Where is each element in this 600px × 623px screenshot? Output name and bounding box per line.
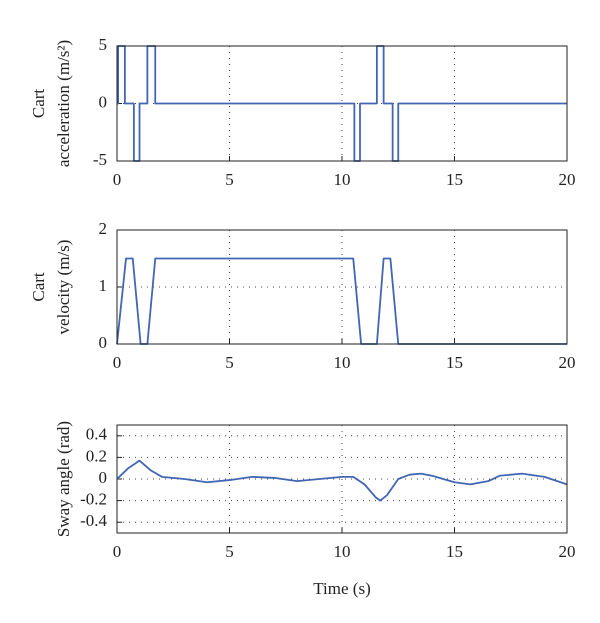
- x-tick-label: 20: [559, 170, 576, 189]
- x-tick-label: 20: [559, 353, 576, 372]
- x-tick-label: 5: [225, 542, 234, 561]
- y-tick-label: 0: [99, 468, 108, 487]
- y-tick-label: 2: [99, 219, 108, 238]
- x-tick-label: 15: [446, 353, 463, 372]
- y-tick-label: 5: [99, 35, 108, 54]
- x-tick-label: 15: [446, 170, 463, 189]
- plot-frame: [116, 424, 568, 534]
- x-tick-label: 10: [334, 542, 351, 561]
- x-tick-label: 10: [334, 170, 351, 189]
- y-axis-label: velocity (m/s): [54, 240, 73, 335]
- y-axis-label: Sway angle (rad): [54, 421, 73, 537]
- y-axis-label: acceleration (m/s²): [54, 40, 73, 167]
- x-tick-label: 5: [225, 170, 234, 189]
- x-tick-label: 15: [446, 542, 463, 561]
- y-tick-label: 0: [99, 333, 108, 352]
- x-tick-label: 0: [113, 353, 122, 372]
- x-axis-label: Time (s): [313, 579, 370, 598]
- y-tick-label: 0.2: [86, 446, 107, 465]
- y-tick-label: -0.2: [80, 490, 107, 509]
- line-series: [116, 459, 568, 502]
- plot-frame: [116, 229, 568, 345]
- x-tick-label: 0: [113, 542, 122, 561]
- y-tick-label: 0: [99, 92, 108, 111]
- y-axis-label: Cart: [29, 272, 48, 302]
- subplot: 0 5 10 15 20 0 1 2 Cart velocity (m/s): [29, 219, 576, 372]
- y-tick-label: 0.4: [86, 425, 108, 444]
- line-series: [116, 257, 567, 345]
- y-tick-label: -5: [93, 150, 107, 169]
- y-tick-label: -0.4: [80, 511, 107, 530]
- subplot: 0 5 10 15 20 -0.4 -0.2 0 0.2 0.4 Sway angle (rad) T…: [54, 421, 576, 598]
- line-series: [117, 45, 567, 162]
- y-tick-label: 1: [99, 276, 108, 295]
- plot-frame: [116, 45, 568, 162]
- subplot: 0 5 10 15 20 -5 0 5 Cart acceleration (m/s²): [29, 35, 576, 189]
- x-tick-label: 0: [113, 170, 122, 189]
- x-tick-label: 20: [559, 542, 576, 561]
- x-tick-label: 5: [225, 353, 234, 372]
- y-axis-label: Cart: [29, 89, 48, 119]
- x-tick-label: 10: [334, 353, 351, 372]
